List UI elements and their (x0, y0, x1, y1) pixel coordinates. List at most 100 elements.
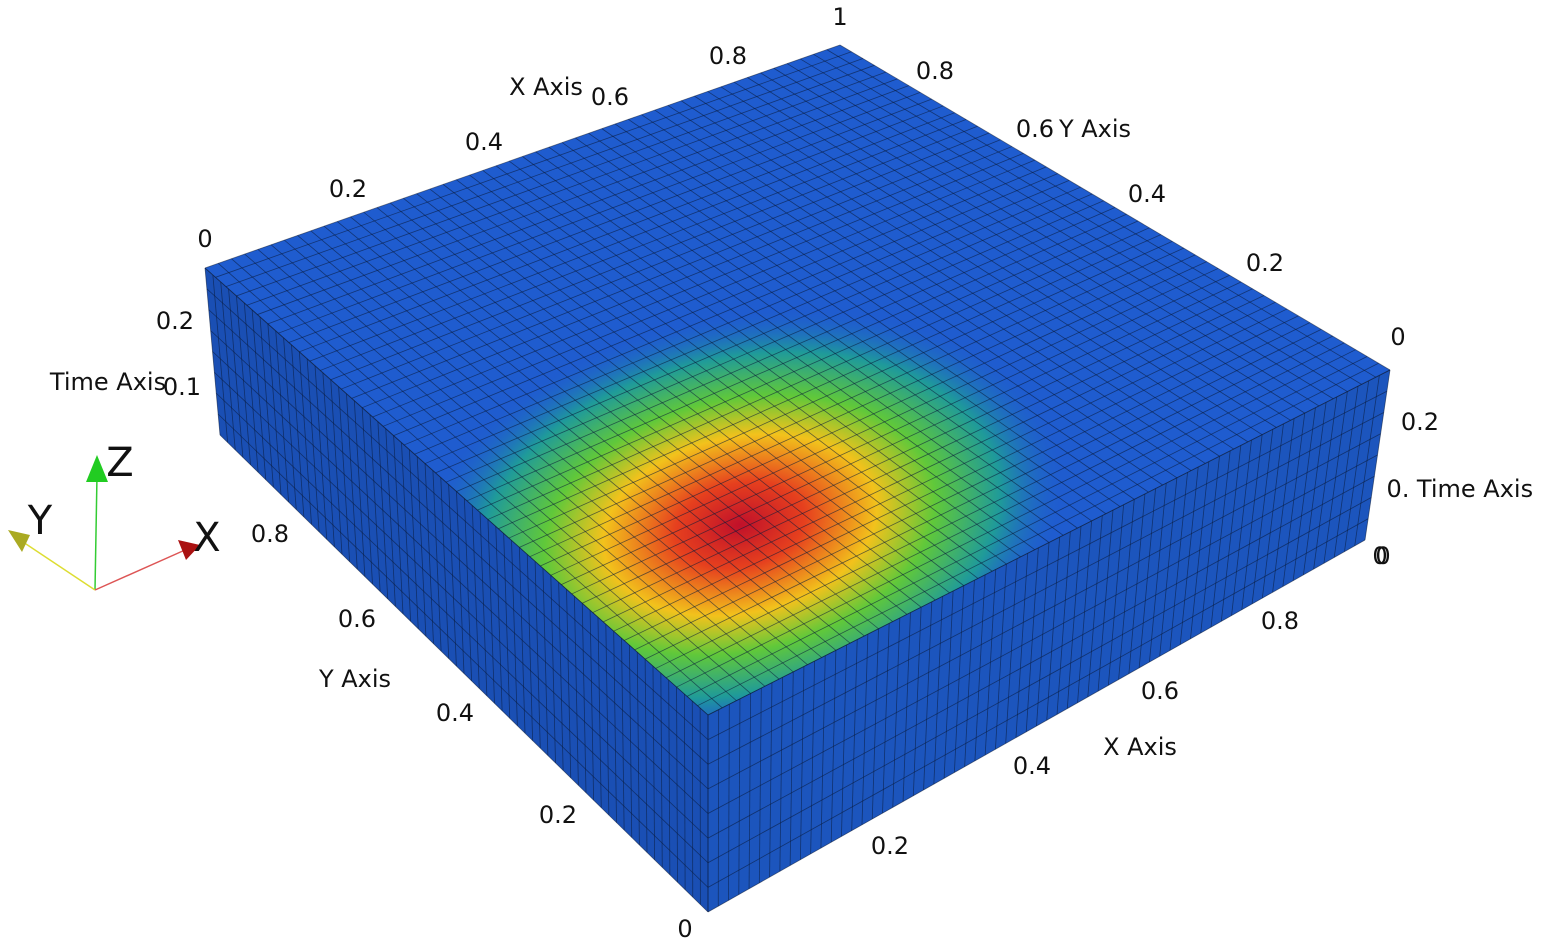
mesh-line (204, 267, 709, 716)
mesh-line (215, 51, 852, 278)
mesh-line (210, 330, 709, 790)
tick-label: 0.4 (1128, 180, 1166, 208)
mesh-line (644, 329, 1322, 660)
tick-label: 0.6 (1141, 677, 1179, 705)
mesh-line (686, 356, 1368, 697)
orientation-label: Y (27, 498, 53, 544)
tick-label: 0.1 (163, 373, 201, 401)
mesh-line (665, 342, 1345, 679)
tick-label: 0.8 (1261, 607, 1299, 635)
tick-label: 0 (1372, 542, 1387, 570)
mesh-line (655, 335, 1333, 669)
mesh-line (215, 392, 709, 864)
mesh-line (351, 139, 1001, 399)
tick-label: 0.4 (1013, 752, 1051, 780)
mesh-line (540, 261, 1207, 567)
mesh-line (362, 146, 1013, 409)
mesh-line (550, 268, 1219, 576)
tick-label: 0. (1387, 475, 1410, 503)
mesh-line (697, 362, 1379, 707)
mesh-line (236, 64, 875, 297)
mesh-line (208, 309, 709, 765)
tick-label: 0.2 (156, 307, 194, 335)
tick-label: 0 (1390, 323, 1405, 351)
mesh-line (246, 71, 886, 306)
tick-label: 0.2 (871, 832, 909, 860)
tick-label: 0.8 (916, 57, 954, 85)
mesh-line (456, 207, 1116, 492)
tick-label: 0 (197, 225, 212, 253)
tick-label: 0.2 (539, 801, 577, 829)
mesh-line (466, 213, 1127, 502)
mesh-line (267, 85, 909, 325)
tick-label: 0.4 (465, 128, 503, 156)
mesh-line (330, 125, 978, 381)
mesh-line (320, 119, 967, 371)
tick-label: 0.8 (251, 520, 289, 548)
mesh-line (603, 301, 1276, 623)
mesh-line (372, 152, 1024, 418)
orientation-label: X (193, 515, 220, 561)
mesh-line (707, 369, 1391, 716)
axis-title: Time Axis (1416, 475, 1533, 503)
tick-label: 0.6 (1016, 115, 1054, 143)
axis-title: Time Axis (49, 368, 166, 396)
orientation-label: Z (106, 440, 133, 486)
mesh-line (382, 159, 1035, 427)
right-face (708, 370, 1390, 912)
mesh-line (613, 308, 1288, 632)
mesh-line (393, 166, 1047, 436)
mesh-line (707, 518, 1369, 888)
tick-label: 0.2 (1401, 408, 1439, 436)
mesh-line (477, 220, 1139, 511)
mesh-line (217, 413, 709, 888)
left-face (205, 268, 708, 912)
tick-label: 0 (1375, 542, 1390, 570)
mesh-line (278, 92, 921, 334)
mesh-line (592, 295, 1265, 613)
mesh-line (634, 322, 1310, 651)
mesh-line (707, 454, 1378, 814)
mesh-line (414, 180, 1070, 455)
axis-title: X Axis (509, 73, 583, 101)
mesh-line (487, 227, 1150, 520)
mesh-line (257, 78, 898, 315)
mesh-line (309, 112, 955, 362)
tick-label: 1 (832, 3, 847, 31)
mesh-line (206, 288, 709, 740)
mesh-line (529, 254, 1196, 558)
mesh-line (498, 234, 1161, 530)
mesh-line (676, 349, 1356, 688)
tick-label: 0.2 (1246, 249, 1284, 277)
mesh-line (561, 274, 1230, 585)
mesh-line (707, 412, 1384, 765)
mesh-line (707, 433, 1381, 790)
mesh-line (299, 105, 944, 353)
mesh-line (212, 351, 709, 814)
tick-label: 0.8 (709, 42, 747, 70)
orientation-axes (8, 455, 200, 591)
mesh-line (623, 315, 1299, 641)
mesh-line (707, 497, 1372, 864)
mesh-line (508, 240, 1173, 539)
axis-title: Y Axis (1058, 115, 1131, 143)
mesh-line (707, 539, 1366, 913)
mesh-line (707, 475, 1375, 839)
mesh-line (571, 281, 1242, 595)
mesh-line (707, 390, 1388, 740)
mesh-line (288, 98, 932, 343)
tick-label: 0 (677, 915, 692, 943)
axis-title: X Axis (1103, 733, 1177, 761)
mesh-line (445, 200, 1104, 483)
tick-label: 0.2 (329, 175, 367, 203)
tick-label: 0.6 (591, 83, 629, 111)
tick-label: 0.4 (436, 699, 474, 727)
mesh-line (403, 173, 1058, 446)
mesh-line (341, 132, 990, 390)
mesh (204, 44, 1391, 913)
tick-label: 0.6 (338, 605, 376, 633)
mesh-line (219, 434, 709, 913)
mesh-line (214, 372, 709, 839)
mesh-line (582, 288, 1253, 604)
